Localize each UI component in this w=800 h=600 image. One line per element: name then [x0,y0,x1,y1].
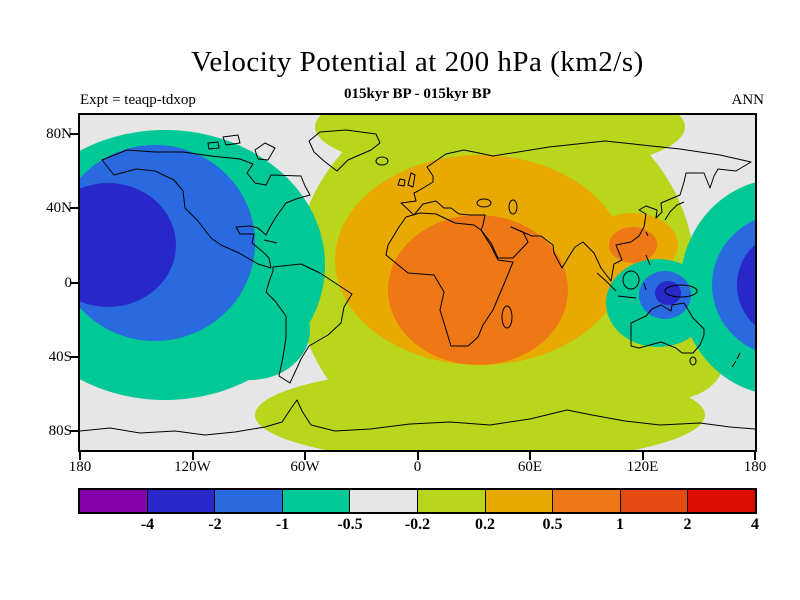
colorbar-labels: -4 -2 -1 -0.5 -0.2 0.2 0.5 1 2 4 [80,516,759,536]
coastline-tasmania [689,356,697,366]
lon-tick-label: 180 [68,459,92,475]
colorbar-label: 0.5 [542,516,563,533]
colorbar-segment [146,490,215,512]
colorbar-segment [281,490,350,512]
lon-tick-label: 120W [174,459,211,475]
coastline-greenland [308,129,381,172]
coastline-new-guinea [664,284,698,298]
contour-region-arctic-positive-band [315,115,685,175]
contour-region-africa-positive-core [388,215,568,365]
lon-tick-mark [79,452,81,460]
contour-region-west-pacific-negative-core [737,245,755,325]
colorbar-label: -2 [208,516,222,533]
world-map [80,115,755,450]
lon-tick-label: 180 [743,459,767,475]
colorbar-segment [687,490,755,512]
colorbar [78,488,757,514]
colorbar-segment [349,490,417,512]
season-label: ANN [731,92,765,108]
contour-region-maritime-continent-core [655,281,681,305]
lat-tick-mark [70,355,78,358]
coastline-north-america [101,149,311,269]
colorbar-segment [484,490,553,512]
coastline-cuba [263,239,278,244]
coastline-australia [630,302,705,354]
colorbar-label: 4 [751,516,759,533]
colorbar-segment [80,490,147,512]
lat-tick-label: 80N [46,125,72,142]
coastline-black-sea [476,198,492,208]
lon-tick-label: 60W [290,459,320,475]
lat-tick-label: 0 [64,274,73,291]
coastline-eurasia [400,140,752,282]
contour-region-east-pacific-negative-core [80,183,176,307]
lat-tick-mark [70,207,78,210]
coastlines [80,129,755,436]
colorbar-segment [214,490,282,512]
colorbar-label: 0.2 [475,516,495,533]
colorbar-label: -4 [140,516,155,533]
colorbar-segment [552,490,620,512]
coastline-sulawesi-philippines [643,254,651,291]
coastline-taiwan [645,231,649,237]
colorbar-segment [416,490,485,512]
coastline-arctic-islands [207,134,276,161]
plot-subtitle: 015kyr BP - 015kyr BP [344,86,491,102]
lon-tick-mark [416,452,419,460]
colorbar-label: -1 [275,516,290,533]
lat-tick-mark [70,430,78,433]
lat-tick-mark [70,132,78,135]
contour-region-east-asia-positive-core [609,227,657,263]
lon-tick-mark [191,452,194,460]
lon-tick-mark [529,452,531,460]
coastline-britain-ireland [397,172,416,188]
coastline-africa [385,212,514,347]
coastline-borneo [622,270,640,290]
coastline-iceland [375,156,389,166]
coastline-madagascar [501,305,513,329]
lat-tick-mark [70,281,78,284]
contour-region-west-pacific-negative-inner [712,219,755,351]
colorbar-label: -0.5 [337,516,363,533]
coastline-antarctica [80,399,755,436]
contour-field [80,115,755,450]
lat-tick-label: 40N [46,200,72,217]
coastline-caspian-sea [508,199,518,215]
experiment-label: Expt = teaqp-tdxop [80,92,196,108]
coastline-sumatra-java [596,272,637,299]
lon-tick-label: 120E [626,459,659,475]
coastline-south-america [265,263,353,384]
coastline-new-zealand [731,352,741,368]
lon-tick-label: 60E [517,459,543,475]
lon-tick-label: 0 [413,459,422,475]
coastline-japan [664,201,685,221]
contour-region-caribbean-negative-core [267,251,303,279]
colorbar-label: -0.2 [404,516,431,533]
plot-title: Velocity Potential at 200 hPa (km2/s) [191,46,644,78]
lon-tick-mark [641,452,644,460]
map-frame [78,113,757,452]
colorbar-label: 1 [616,516,624,533]
lon-tick-mark [304,452,306,460]
lat-tick-label: 80S [48,423,72,440]
colorbar-segment [619,490,688,512]
colorbar-label: 2 [683,516,692,533]
lat-tick-label: 40S [48,348,72,365]
lon-tick-mark [754,452,756,460]
